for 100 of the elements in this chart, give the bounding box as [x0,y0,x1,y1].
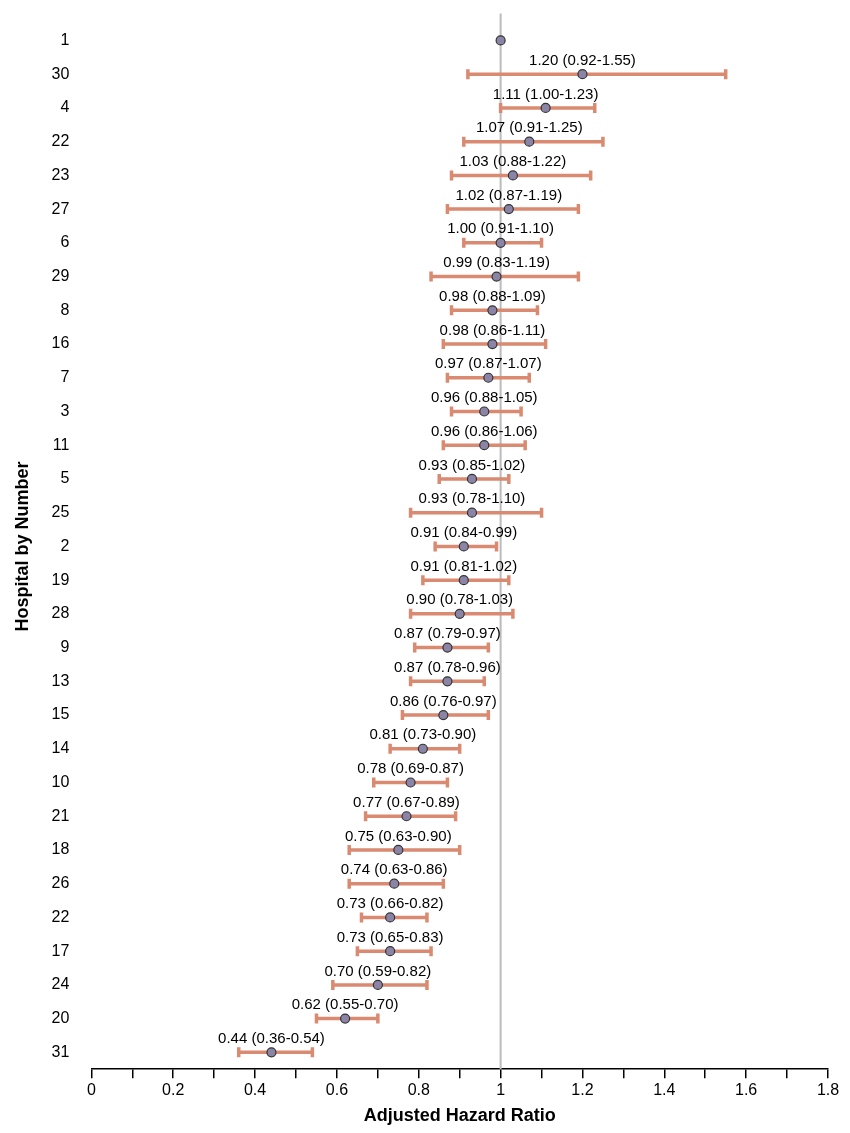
x-axis-title: Adjusted Hazard Ratio [363,1105,556,1126]
data-label: 0.90 (0.78-1.03) [406,590,514,608]
x-tick-label: 1.8 [816,1081,840,1099]
y-tick-label: 3 [60,401,70,419]
data-label: 0.77 (0.67-0.89) [353,792,460,810]
point [372,979,383,990]
y-tick-label: 22 [51,132,70,150]
y-tick-label: 19 [51,570,70,588]
point [483,372,494,383]
point [385,912,396,923]
data-label: 0.73 (0.65-0.83) [336,927,444,945]
y-tick-label: 2 [60,536,70,554]
y-tick-label: 22 [51,907,70,925]
data-label: 0.44 (0.36-0.54) [218,1028,325,1046]
point [458,541,469,552]
point [487,338,498,350]
x-tick-label: 1.6 [735,1081,758,1099]
y-tick-label: 26 [51,874,70,892]
data-label: 0.86 (0.76-0.97) [389,691,497,709]
y-tick-label: 17 [51,941,70,959]
point [524,136,535,147]
point [495,237,506,248]
data-label: 0.87 (0.79-0.97) [394,624,501,642]
data-label: 0.97 (0.87-1.07) [434,354,542,372]
x-tick-label: 0.6 [325,1081,349,1099]
y-tick-label: 29 [51,266,70,284]
point [401,811,412,822]
data-label: 1.02 (0.87-1.19) [455,185,563,203]
data-label: 0.75 (0.63-0.90) [344,826,452,844]
y-tick-label: 1 [60,30,70,48]
point [540,102,551,114]
y-axis-title: Hospital by Number [11,461,32,632]
data-label: 0.91 (0.81-1.02) [410,556,518,574]
data-label: 1.11 (1.00-1.23) [492,84,599,102]
data-label: 0.98 (0.88-1.09) [439,286,546,304]
point [417,743,428,754]
point [266,1047,277,1058]
x-tick-label: 1.2 [571,1081,594,1099]
point [405,777,416,788]
y-tick-label: 28 [51,604,70,622]
y-tick-label: 20 [51,1009,70,1027]
data-label: 0.98 (0.86-1.11) [439,320,546,338]
data-label: 0.99 (0.83-1.19) [443,253,550,271]
y-tick-label: 14 [51,739,70,757]
y-tick-label: 4 [60,98,70,116]
y-tick-label: 8 [60,300,70,318]
data-label: 0.74 (0.63-0.86) [340,860,448,878]
x-tick-label: 0 [86,1081,96,1099]
point [393,844,404,856]
data-label: 0.70 (0.59-0.82) [324,961,432,979]
y-tick-label: 18 [51,840,70,858]
point [389,878,400,889]
y-tick-label: 7 [60,368,70,386]
x-tick-label: 1.4 [653,1081,676,1099]
point [454,608,465,619]
data-label: 0.96 (0.88-1.05) [430,388,538,406]
point [487,305,498,316]
y-tick-label: 9 [60,637,70,655]
y-tick-label: 30 [51,64,70,82]
data-label: 1.07 (0.91-1.25) [475,118,583,136]
y-tick-label: 24 [51,975,70,993]
data-label: 1.00 (0.91-1.10) [447,219,554,237]
data-label: 0.96 (0.86-1.06) [430,421,538,439]
y-tick-label: 10 [51,772,70,790]
point [442,642,453,653]
point [458,575,469,586]
point [479,440,490,451]
data-label: 0.73 (0.66-0.82) [336,894,444,912]
y-tick-label: 23 [51,165,70,183]
y-tick-label: 31 [51,1042,70,1060]
point [577,69,588,80]
point [507,170,518,181]
x-tick-label: 0.4 [243,1081,267,1099]
data-label: 0.62 (0.55-0.70) [291,995,399,1013]
point [340,1013,351,1024]
data-label: 0.78 (0.69-0.87) [357,759,464,777]
x-tick-label: 1 [496,1081,506,1099]
data-label: 1.20 (0.92-1.55) [529,50,636,68]
point [438,709,449,721]
data-label: 0.81 (0.73-0.90) [369,725,477,743]
y-tick-label: 27 [51,199,70,217]
y-tick-label: 6 [60,233,70,251]
y-tick-label: 25 [51,503,70,521]
point [442,676,453,687]
y-tick-label: 15 [51,705,70,723]
point [479,406,490,417]
data-label: 0.93 (0.78-1.10) [418,489,526,507]
y-tick-label: 11 [52,435,70,453]
y-tick-label: 13 [51,671,70,689]
point [385,946,396,957]
y-tick-label: 5 [60,469,70,487]
data-label: 0.93 (0.85-1.02) [418,455,526,473]
y-tick-label: 21 [51,806,70,824]
point [503,204,514,215]
data-label: 0.87 (0.78-0.96) [394,657,501,675]
point [491,271,502,282]
x-tick-label: 0.8 [407,1081,430,1099]
point [466,473,478,485]
data-label: 1.03 (0.88-1.22) [459,152,567,170]
data-label: 0.91 (0.84-0.99) [410,523,518,541]
